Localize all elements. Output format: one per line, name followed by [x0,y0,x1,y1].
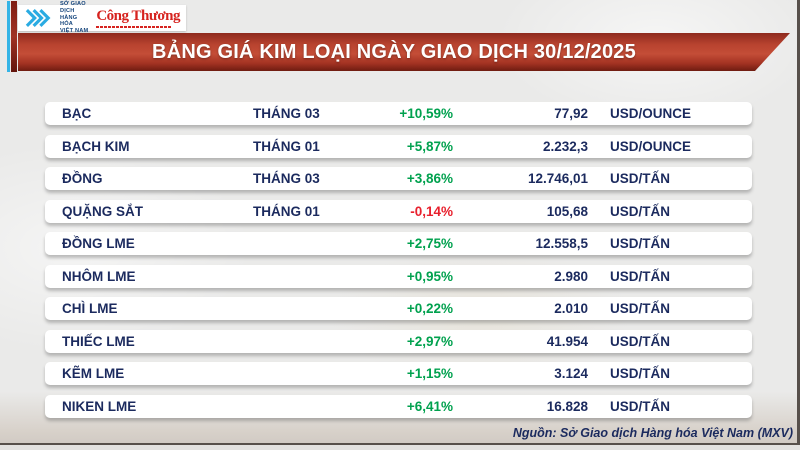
source-note: Nguồn: Sở Giao dịch Hàng hóa Việt Nam (M… [512,426,793,440]
table-row: ĐỒNG THÁNG 03 +3,86% 12.746,01 USD/TẤN [45,167,752,190]
change-cell: +5,87% [406,138,453,154]
commodity-name: NIKEN LME [62,398,137,414]
change-cell: +2,97% [406,333,453,349]
mxv-exchange-name: SỞ GIAO DỊCH HÀNG HÓA VIỆT NAM [60,1,89,35]
unit-cell: USD/TẤN [610,301,670,316]
page-title: BẢNG GIÁ KIM LOẠI NGÀY GIAO DỊCH 30/12/2… [152,40,636,63]
unit-cell: USD/TẤN [610,398,670,414]
contract-month: THÁNG 01 [253,203,320,219]
contract-month: THÁNG 01 [253,138,320,154]
unit-cell: USD/TẤN [610,236,670,251]
change-cell: +0,22% [406,301,453,316]
frame-right-edge [797,0,800,450]
table-row: QUẶNG SẮT THÁNG 01 -0,14% 105,68 USD/TẤN [45,199,752,223]
price-cell: 2.010 [554,301,588,316]
table-row: NHÔM LME +0,95% 2.980 USD/TẤN [45,264,752,288]
unit-cell: USD/OUNCE [610,138,692,154]
commodity-name: ĐỒNG [62,171,103,186]
table-row: KẼM LME +1,15% 3.124 USD/TẤN [45,362,752,385]
commodity-name: NHÔM LME [62,268,136,284]
congthuong-masthead: Công Thương [96,8,180,28]
unit-cell: USD/TẤN [610,366,670,381]
change-cell: +6,41% [406,398,453,414]
change-cell: -0,14% [410,203,453,219]
contract-month: THÁNG 03 [253,171,320,186]
price-cell: 16.828 [546,398,588,414]
unit-cell: USD/TẤN [610,171,670,186]
commodity-name: KẼM LME [62,366,125,381]
commodity-name: BẠC [62,106,92,121]
commodity-name: BẠCH KIM [62,138,130,154]
change-cell: +10,59% [399,106,453,121]
commodity-name: CHÌ LME [62,301,118,316]
change-cell: +2,75% [406,236,453,251]
table-row: NIKEN LME +6,41% 16.828 USD/TẤN [45,394,752,418]
change-cell: +1,15% [406,366,453,381]
price-cell: 12.746,01 [527,171,588,186]
left-accent-stripe-cyan [7,1,10,72]
price-cell: 105,68 [546,203,588,219]
table-row: CHÌ LME +0,22% 2.010 USD/TẤN [45,297,752,320]
unit-cell: USD/TẤN [610,203,670,219]
commodity-name: ĐỒNG LME [62,236,135,251]
unit-cell: USD/TẤN [610,268,670,284]
commodity-name: THIẾC LME [62,333,135,349]
masthead-subline [96,26,172,28]
contract-month: THÁNG 03 [253,106,320,121]
table-row: BẠC THÁNG 03 +10,59% 77,92 USD/OUNCE [45,102,752,125]
table-row: ĐỒNG LME +2,75% 12.558,5 USD/TẤN [45,232,752,255]
mxv-logo-icon [23,9,57,27]
title-banner: BẢNG GIÁ KIM LOẠI NGÀY GIAO DỊCH 30/12/2… [18,33,790,71]
price-cell: 41.954 [546,333,588,349]
frame-bottom-line [0,443,800,445]
commodity-name: QUẶNG SẮT [62,203,143,219]
table-row: BẠCH KIM THÁNG 01 +5,87% 2.232,3 USD/OUN… [45,134,752,158]
price-cell: 77,92 [554,106,588,121]
price-cell: 3.124 [554,366,588,381]
unit-cell: USD/OUNCE [610,106,692,121]
logo-box: SỞ GIAO DỊCH HÀNG HÓA VIỆT NAM Công Thươ… [18,1,186,34]
frame-bottom-strip [0,445,800,450]
change-cell: +0,95% [406,268,453,284]
left-accent-stripe-maroon [11,1,17,72]
unit-cell: USD/TẤN [610,333,670,349]
price-table: BẠC THÁNG 03 +10,59% 77,92 USD/OUNCE BẠC… [45,102,752,427]
table-row: THIẾC LME +2,97% 41.954 USD/TẤN [45,329,752,353]
price-cell: 12.558,5 [535,236,588,251]
price-cell: 2.980 [554,268,588,284]
change-cell: +3,86% [406,171,453,186]
price-cell: 2.232,3 [542,138,588,154]
